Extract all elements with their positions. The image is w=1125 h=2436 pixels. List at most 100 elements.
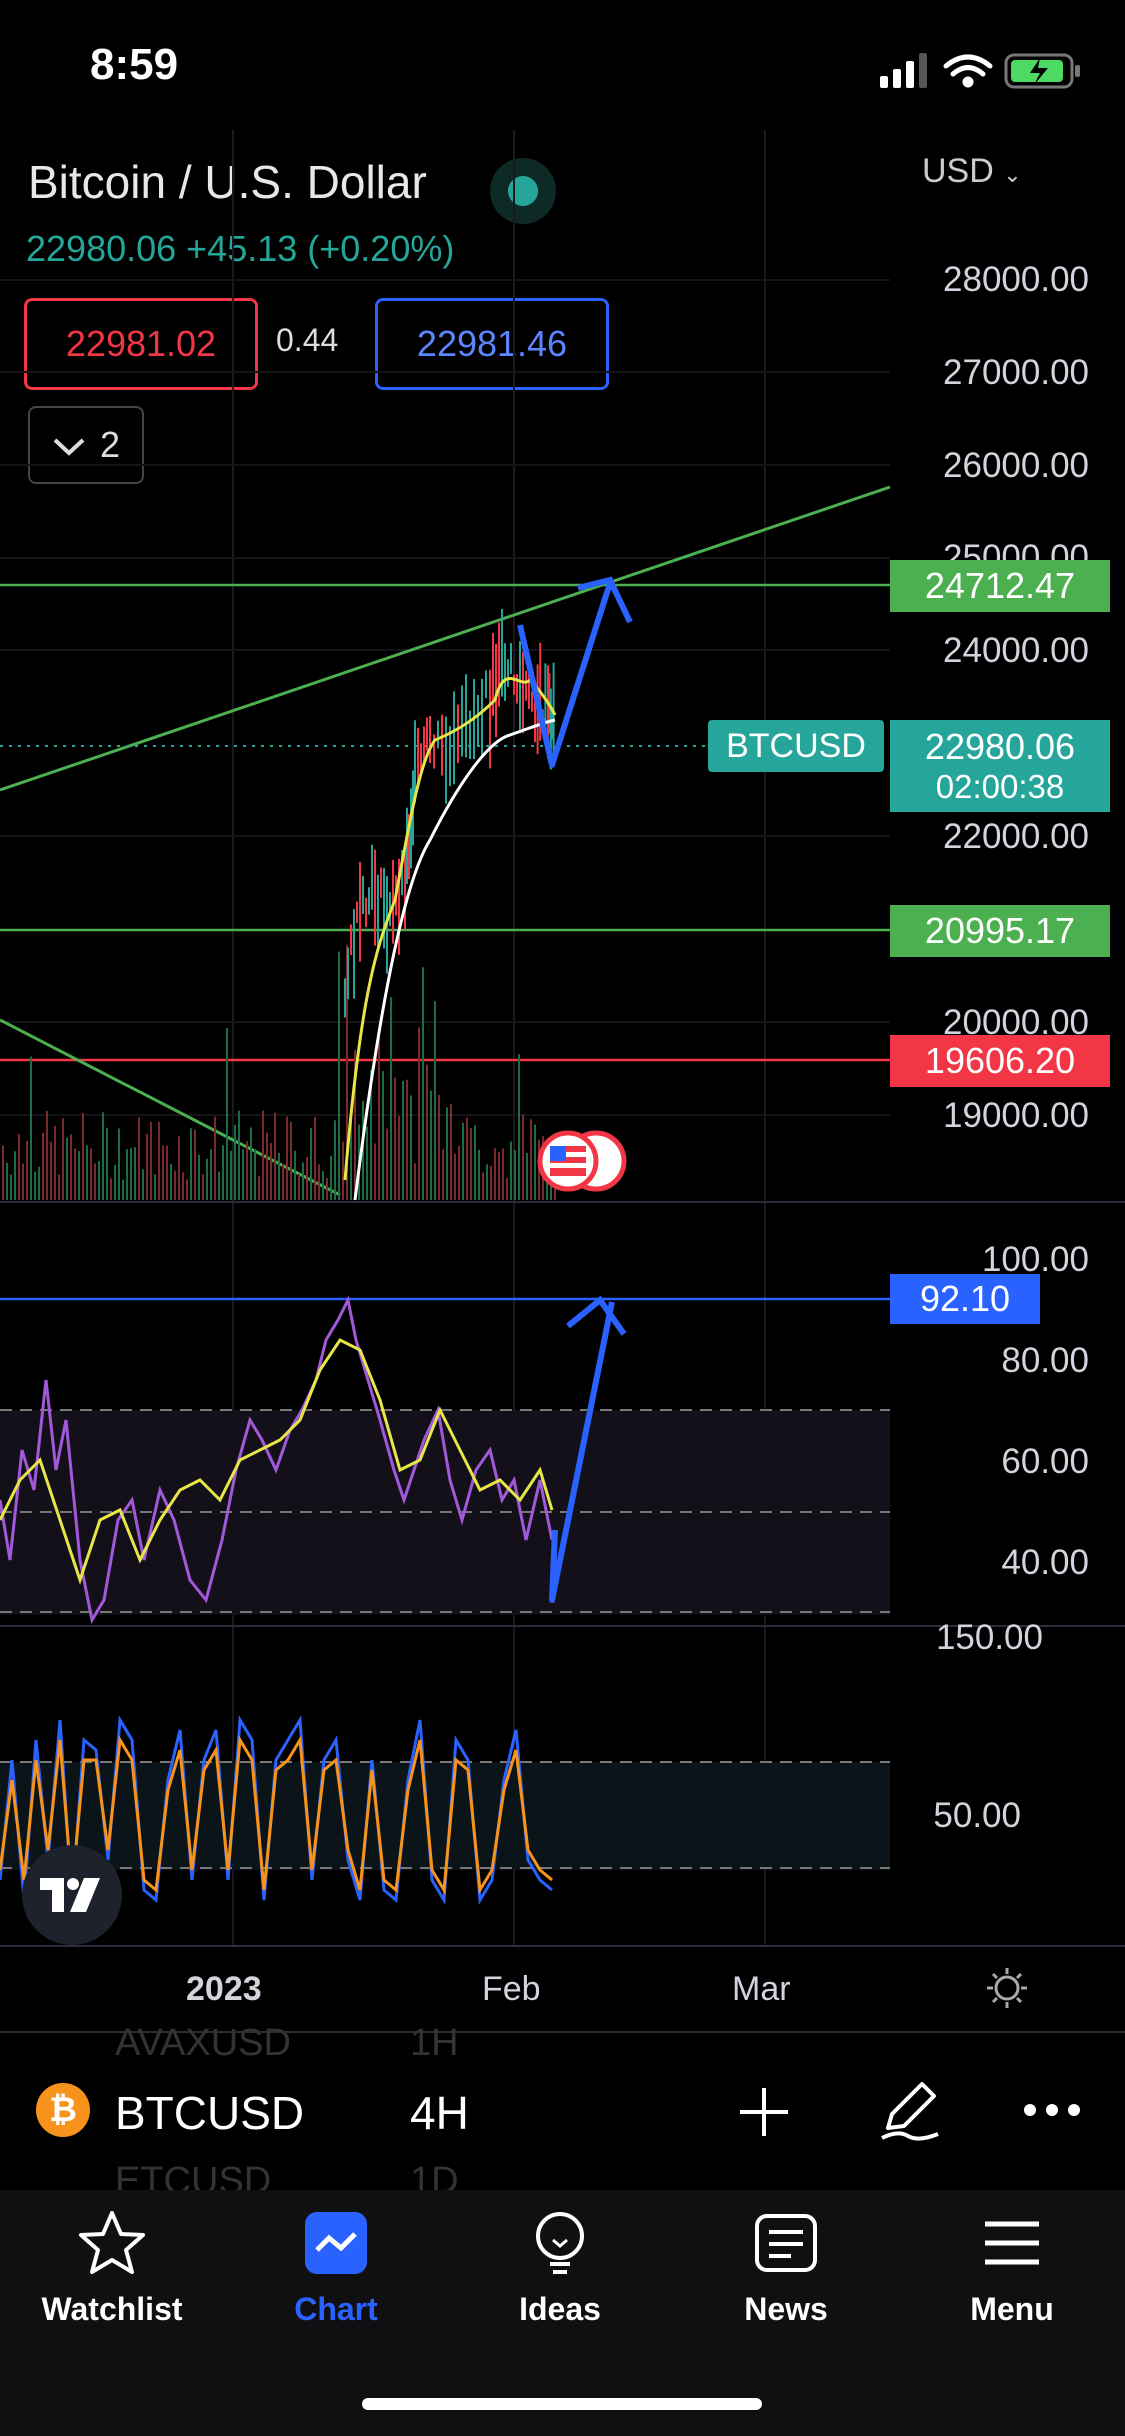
price-label: 28000.00 — [943, 260, 1089, 299]
add-icon[interactable] — [736, 2084, 792, 2145]
volume-bar — [326, 1177, 328, 1200]
volume-bar — [246, 1141, 248, 1200]
indicators-toggle[interactable]: 2 — [28, 406, 144, 484]
volume-bar — [10, 1174, 12, 1200]
volume-bar — [102, 1112, 104, 1200]
currency-label: USD — [922, 152, 994, 190]
rsi-label: 60.00 — [1001, 1442, 1089, 1481]
volume-bar — [38, 1166, 40, 1200]
volume-bar — [146, 1133, 148, 1200]
volume-bar — [74, 1148, 76, 1200]
volume-bar — [458, 1145, 460, 1200]
currency-selector[interactable]: USD ⌄ — [922, 152, 1022, 191]
volume-bar — [434, 1001, 436, 1200]
volume-bar — [178, 1136, 180, 1200]
nav-chart[interactable]: Chart — [246, 2208, 426, 2328]
volume-bar — [154, 1174, 156, 1200]
volume-bar — [222, 1145, 224, 1200]
projection-arrow-rsi — [549, 1301, 615, 1603]
sell-price-button[interactable]: 22981.02 — [24, 298, 258, 390]
chart-icon — [305, 2212, 367, 2274]
nav-watchlist[interactable]: Watchlist — [22, 2208, 202, 2328]
volume-bar — [142, 1169, 144, 1200]
volume-bar — [14, 1151, 16, 1200]
volume-bar — [362, 1100, 364, 1200]
home-indicator[interactable] — [362, 2398, 762, 2410]
drawing-pen-icon[interactable] — [878, 2078, 944, 2149]
chart-canvas[interactable] — [0, 130, 1125, 2130]
volume-bar — [66, 1137, 68, 1200]
volume-bar — [18, 1133, 20, 1200]
volume-bar — [466, 1117, 468, 1200]
price-label: 26000.00 — [943, 446, 1089, 485]
chart-settings-icon[interactable] — [985, 1966, 1029, 2015]
nav-ideas[interactable]: Ideas — [470, 2208, 650, 2328]
nav-label: Ideas — [519, 2291, 601, 2327]
volume-bar — [50, 1141, 52, 1200]
volume-bar — [242, 1149, 244, 1200]
volume-bar — [534, 1124, 536, 1200]
volume-bar — [522, 1114, 524, 1200]
volume-bars — [2, 944, 556, 1200]
bar-countdown: 02:00:38 — [935, 768, 1065, 805]
volume-bar — [42, 1132, 44, 1200]
symbol-selector[interactable]: BTCUSD — [115, 2087, 305, 2139]
volume-bar — [450, 1104, 452, 1200]
support-price-tag: 20995.17 — [890, 905, 1110, 957]
nav-label: Chart — [294, 2291, 378, 2327]
volume-bar — [214, 1116, 216, 1200]
volume-bar — [330, 1155, 332, 1200]
news-icon — [755, 2214, 817, 2272]
volume-bar — [186, 1179, 188, 1200]
volume-bar — [322, 1171, 324, 1200]
price-label: 19000.00 — [943, 1096, 1089, 1135]
volume-bar — [150, 1121, 152, 1200]
volume-bar — [346, 944, 348, 1200]
current-price: 22980.06 — [924, 726, 1076, 767]
volume-bar — [474, 1125, 476, 1200]
volume-bar — [370, 1069, 372, 1200]
tradingview-logo-icon[interactable] — [22, 1845, 122, 1945]
volume-bar — [350, 1120, 352, 1200]
volume-bar — [386, 1128, 388, 1200]
more-icon[interactable] — [1022, 2100, 1082, 2125]
economic-events-icon — [537, 1130, 627, 1192]
volume-bar — [494, 1148, 496, 1200]
wifi-icon — [943, 54, 993, 88]
volume-bar — [422, 967, 424, 1200]
volume-bar — [78, 1151, 80, 1200]
market-status-icon[interactable] — [490, 158, 556, 224]
volume-bar — [206, 1158, 208, 1200]
nav-news[interactable]: News — [696, 2208, 876, 2328]
ghost-symbol: AVAXUSD — [115, 2022, 291, 2064]
interval-selector[interactable]: 4H — [410, 2087, 469, 2139]
volume-bar — [162, 1145, 164, 1200]
slow-ma-line — [353, 718, 556, 1201]
volume-bar — [414, 1163, 416, 1200]
volume-bar — [158, 1121, 160, 1200]
volume-bar — [58, 1174, 60, 1200]
volume-bar — [258, 1176, 260, 1200]
volume-bar — [70, 1134, 72, 1200]
current-price-tag: 22980.06 02:00:38 — [890, 720, 1110, 812]
volume-bar — [530, 1119, 532, 1200]
volume-bar — [198, 1154, 200, 1200]
volume-bar — [46, 1111, 48, 1200]
fast-ma-line — [343, 677, 557, 1181]
volume-bar — [34, 1171, 36, 1200]
status-icons — [880, 50, 1090, 90]
volume-bar — [426, 1064, 428, 1200]
symbol-title[interactable]: Bitcoin / U.S. Dollar — [28, 156, 427, 208]
time-label: Feb — [482, 1970, 541, 2008]
volume-bar — [486, 1164, 488, 1200]
rsi-value-tag: 92.10 — [890, 1274, 1040, 1324]
volume-bar — [318, 1164, 320, 1200]
volume-bar — [22, 1163, 24, 1200]
volume-bar — [270, 1143, 272, 1200]
volume-bar — [238, 1110, 240, 1200]
buy-price-button[interactable]: 22981.46 — [375, 298, 609, 390]
volume-bar — [90, 1148, 92, 1200]
stoch-label: 50.00 — [933, 1796, 1021, 1835]
volume-bar — [218, 1171, 220, 1200]
nav-menu[interactable]: Menu — [922, 2208, 1102, 2328]
